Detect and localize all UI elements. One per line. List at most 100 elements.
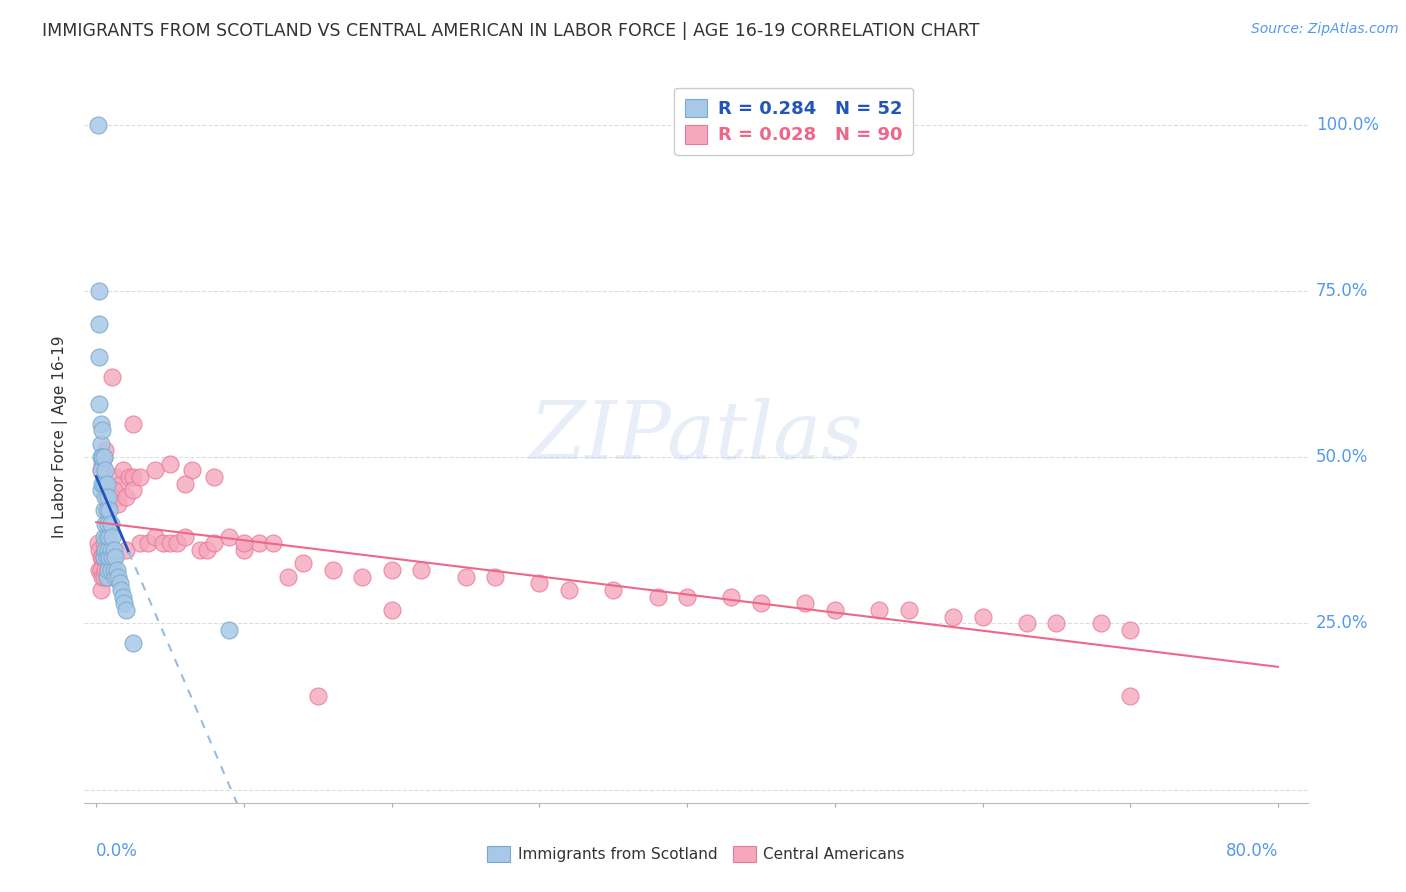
Point [93,570,115,584]
Point [105,563,128,577]
Point [96,503,118,517]
Point [97,563,120,577]
Point [122,417,145,431]
Point [247,536,270,550]
Point [89,284,111,298]
Y-axis label: In Labor Force | Age 16-19: In Labor Force | Age 16-19 [52,335,69,539]
Point [159,457,181,471]
Point [100,543,122,558]
Point [91,570,114,584]
Point [97,516,120,531]
Point [103,563,125,577]
Point [89,563,111,577]
Point [104,570,127,584]
Point [90,483,112,498]
Point [166,536,188,550]
Point [122,636,145,650]
Point [86,536,108,550]
Point [100,543,122,558]
Point [93,476,115,491]
Point [173,530,195,544]
Point [89,543,111,558]
Point [96,570,118,584]
Point [107,497,129,511]
Point [94,563,117,577]
Point [91,476,114,491]
Point [202,470,225,484]
Point [381,603,404,617]
Legend: Immigrants from Scotland, Central Americans: Immigrants from Scotland, Central Americ… [481,840,911,868]
Point [90,582,112,597]
Point [942,609,965,624]
Point [136,536,159,550]
Point [90,549,112,564]
Point [602,582,624,597]
Point [122,470,145,484]
Point [94,463,117,477]
Point [89,317,111,331]
Point [794,596,817,610]
Point [143,530,166,544]
Point [93,549,115,564]
Point [100,490,122,504]
Text: 25.0%: 25.0% [1316,615,1368,632]
Point [558,582,581,597]
Point [143,463,166,477]
Point [96,476,118,491]
Point [181,463,204,477]
Point [93,450,115,464]
Point [94,543,117,558]
Point [101,530,124,544]
Point [98,503,121,517]
Point [188,543,211,558]
Text: 100.0%: 100.0% [1316,116,1379,134]
Point [111,590,134,604]
Point [97,543,120,558]
Text: 75.0%: 75.0% [1316,282,1368,300]
Point [103,549,125,564]
Point [100,516,122,531]
Point [454,570,477,584]
Text: 0.0%: 0.0% [96,842,138,861]
Point [96,530,118,544]
Point [202,536,225,550]
Point [94,543,117,558]
Point [103,483,125,498]
Point [1119,690,1142,704]
Point [98,549,121,564]
Text: Source: ZipAtlas.com: Source: ZipAtlas.com [1251,22,1399,37]
Point [96,570,118,584]
Point [122,483,145,498]
Point [97,497,120,511]
Point [97,563,120,577]
Point [152,536,174,550]
Point [91,549,114,564]
Point [93,536,115,550]
Point [292,557,315,571]
Point [232,536,254,550]
Point [107,570,129,584]
Point [90,417,112,431]
Point [195,543,218,558]
Point [98,530,121,544]
Point [94,516,117,531]
Point [173,476,195,491]
Point [1119,623,1142,637]
Point [90,463,112,477]
Point [97,543,120,558]
Point [103,543,125,558]
Point [1015,616,1038,631]
Point [104,549,127,564]
Point [101,370,124,384]
Point [91,457,114,471]
Point [93,530,115,544]
Point [529,576,551,591]
Point [218,530,240,544]
Point [322,563,344,577]
Point [484,570,506,584]
Point [90,463,112,477]
Point [749,596,772,610]
Point [98,570,121,584]
Point [93,503,115,517]
Point [897,603,920,617]
